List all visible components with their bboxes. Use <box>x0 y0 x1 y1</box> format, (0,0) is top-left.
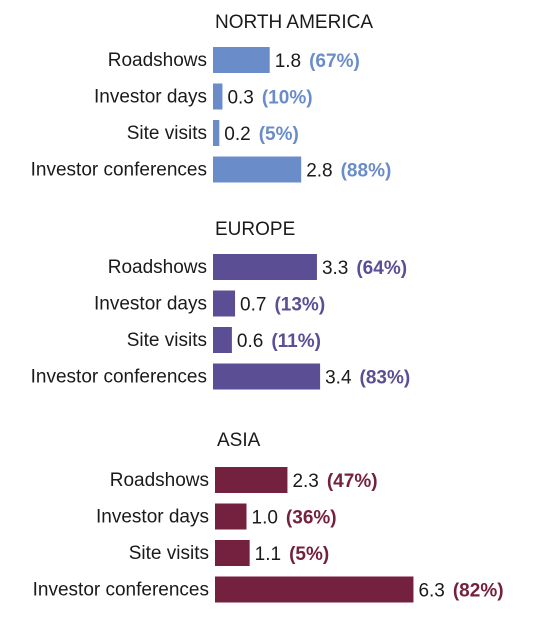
value-label: 2.8 <box>306 161 332 182</box>
percent-label: (47%) <box>327 471 378 492</box>
percent-label: (67%) <box>309 51 360 72</box>
value-label: 1.0 <box>252 508 278 529</box>
percent-label: (64%) <box>356 258 407 279</box>
bar <box>213 327 232 353</box>
region-title: NORTH AMERICA <box>215 12 373 33</box>
value-label: 2.3 <box>292 471 318 492</box>
percent-label: (13%) <box>274 295 325 316</box>
category-label: Site visits <box>129 543 209 564</box>
value-label: 3.3 <box>322 258 348 279</box>
category-label: Investor days <box>96 507 209 528</box>
value-label: 0.6 <box>237 331 263 352</box>
category-label: Roadshows <box>110 470 209 491</box>
region-title: ASIA <box>217 430 261 451</box>
value-label: 1.1 <box>255 544 281 565</box>
bar <box>215 576 414 603</box>
value-label: 0.2 <box>224 124 250 145</box>
category-label: Investor conferences <box>31 160 207 181</box>
category-label: Investor conferences <box>33 580 209 601</box>
value-label: 0.7 <box>240 295 266 316</box>
value-label: 1.8 <box>275 51 301 72</box>
bar <box>213 47 270 73</box>
category-label: Site visits <box>127 123 207 144</box>
bar <box>213 254 317 280</box>
bar <box>215 503 247 530</box>
value-label: 3.4 <box>325 368 352 389</box>
percent-label: (82%) <box>453 581 504 602</box>
category-label: Investor conferences <box>31 367 207 388</box>
percent-label: (5%) <box>289 544 329 565</box>
percent-label: (83%) <box>360 368 411 389</box>
bar <box>213 156 302 183</box>
category-label: Investor days <box>94 294 207 315</box>
category-label: Investor days <box>94 87 207 108</box>
value-label: 0.3 <box>227 88 253 109</box>
category-label: Roadshows <box>108 257 207 278</box>
value-label: 6.3 <box>418 581 444 602</box>
bar <box>213 290 236 317</box>
percent-label: (11%) <box>271 331 321 352</box>
bar <box>215 467 288 493</box>
bar <box>215 540 250 566</box>
percent-label: (36%) <box>286 508 337 529</box>
category-label: Site visits <box>127 330 207 351</box>
bar <box>213 83 223 110</box>
percent-label: (88%) <box>341 161 392 182</box>
category-label: Roadshows <box>108 50 207 71</box>
region-title: EUROPE <box>215 219 295 240</box>
percent-label: (10%) <box>262 88 313 109</box>
bar <box>213 363 321 390</box>
percent-label: (5%) <box>259 124 299 145</box>
bar <box>213 120 220 146</box>
